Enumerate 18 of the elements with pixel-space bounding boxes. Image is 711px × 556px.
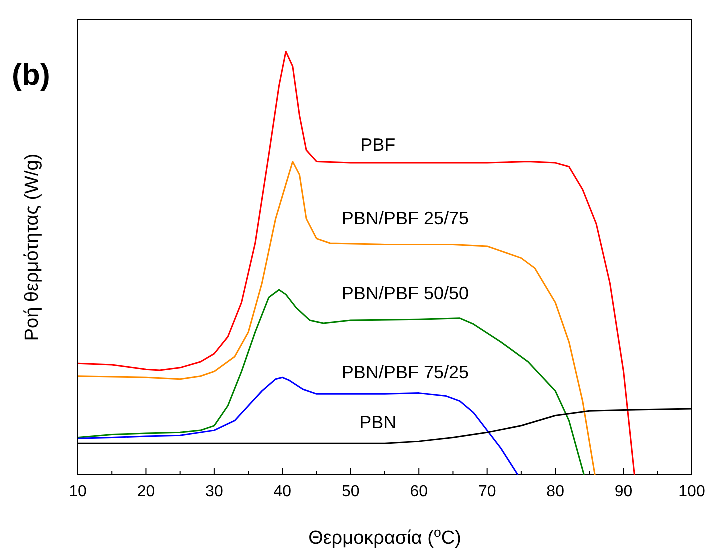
x-tick-label: 90 — [614, 483, 633, 500]
series-label: PBN/PBF 50/50 — [342, 284, 470, 304]
x-tick-label: 100 — [678, 483, 706, 500]
series-label: PBN/PBF 75/25 — [342, 362, 470, 382]
x-tick-label: 70 — [478, 483, 496, 500]
x-tick-label: 30 — [206, 483, 224, 500]
series-label: PBN — [360, 412, 397, 433]
x-axis-title: Θερμοκρασία ($^{o}$C) — [308, 524, 462, 549]
x-tick-label: 60 — [410, 483, 428, 500]
series-label: PBF — [360, 135, 396, 156]
series-label: PBN/PBF 25/75 — [342, 208, 470, 229]
x-tick-label: 40 — [274, 483, 292, 500]
x-tick-label: 10 — [69, 483, 87, 500]
x-tick-label: 20 — [137, 483, 156, 500]
y-axis-title: Ροή θερμότητας (W/g) — [22, 154, 43, 342]
x-tick-label: 80 — [546, 483, 565, 500]
x-tick-label: 50 — [342, 483, 360, 500]
text: (b) — [12, 59, 50, 92]
